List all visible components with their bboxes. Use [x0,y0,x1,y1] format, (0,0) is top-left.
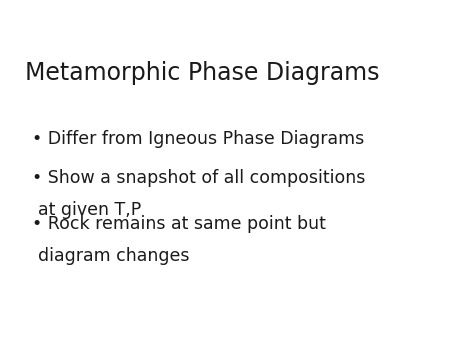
Text: Metamorphic Phase Diagrams: Metamorphic Phase Diagrams [25,61,379,85]
Text: • Differ from Igneous Phase Diagrams: • Differ from Igneous Phase Diagrams [32,130,364,148]
Text: • Rock remains at same point but: • Rock remains at same point but [32,215,325,233]
Text: at given T,P: at given T,P [38,201,141,219]
Text: diagram changes: diagram changes [38,247,190,265]
Text: • Show a snapshot of all compositions: • Show a snapshot of all compositions [32,169,365,187]
